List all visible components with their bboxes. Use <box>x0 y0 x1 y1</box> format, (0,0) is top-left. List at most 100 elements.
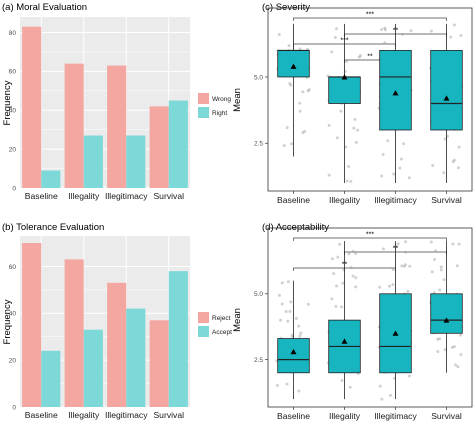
jitter-point <box>285 126 289 130</box>
jitter-point <box>340 379 344 383</box>
jitter-point <box>286 280 290 284</box>
y-tick-label: 60 <box>9 69 17 76</box>
panel-c-boxes <box>277 23 463 184</box>
jitter-point <box>348 385 352 389</box>
jitter-point <box>450 345 454 349</box>
jitter-point <box>439 265 443 269</box>
jitter-point <box>339 109 343 113</box>
jitter-point <box>301 131 305 135</box>
significance-bracket-baseline-survival <box>293 17 447 21</box>
bar-reject-illegality <box>64 259 84 407</box>
x-tick-label-illegality: Illegality <box>329 195 361 205</box>
jitter-point <box>400 264 404 268</box>
panel-a-bars <box>22 26 188 188</box>
panel-d-boxes <box>277 241 463 400</box>
bar-wrong-illegality <box>64 63 84 188</box>
y-tick-label: 20 <box>9 146 17 153</box>
jitter-point <box>298 334 302 338</box>
significance-label: *** <box>366 232 374 239</box>
jitter-point <box>429 240 433 244</box>
x-tick-label-survival: Survival <box>431 195 462 205</box>
panel-c-y-ticks: 2.5 5.0 <box>254 74 268 148</box>
x-tick-label-survival: Survival <box>153 191 184 201</box>
jitter-point <box>443 348 447 352</box>
significance-bracket-baseline-survival <box>293 237 447 241</box>
jitter-point <box>280 302 284 306</box>
jitter-point <box>289 300 293 304</box>
x-tick-label-baseline: Baseline <box>277 411 310 421</box>
jitter-point <box>407 374 411 378</box>
jitter-point <box>382 247 386 251</box>
jitter-point <box>284 310 288 314</box>
y-tick-label: 0 <box>12 185 16 192</box>
jitter-point <box>406 289 410 293</box>
jitter-point <box>353 251 357 255</box>
jitter-point <box>400 32 404 36</box>
jitter-point <box>457 242 461 246</box>
jitter-point <box>429 29 433 33</box>
jitter-point <box>459 34 463 38</box>
jitter-point <box>351 249 355 253</box>
jitter-point <box>298 101 302 105</box>
jitter-point <box>285 382 289 386</box>
jitter-point <box>297 324 301 328</box>
mean-marker-survival <box>443 95 450 101</box>
legend-swatch-reject <box>198 312 209 323</box>
y-tick-label: 5.0 <box>254 74 263 81</box>
mean-marker-survival <box>443 317 450 323</box>
panel-a-legend: Wrong Right <box>198 93 231 118</box>
jitter-point <box>380 28 384 32</box>
jitter-point <box>327 173 331 177</box>
bar-accept-illegitimacy <box>126 308 146 407</box>
jitter-point <box>396 242 400 246</box>
panel-d-y-ticks: 2.5 5.0 <box>254 291 268 364</box>
jitter-point <box>290 333 294 337</box>
jitter-point <box>459 353 463 357</box>
x-tick-label-illegitimacy: Illegitimacy <box>374 411 417 421</box>
jitter-point <box>280 281 284 285</box>
jitter-point <box>431 164 435 168</box>
bar-accept-survival <box>168 271 188 407</box>
jitter-point <box>456 166 460 170</box>
jitter-point <box>386 139 390 143</box>
x-tick-label-baseline: Baseline <box>25 410 58 420</box>
jitter-point <box>383 28 387 32</box>
jitter-point <box>378 384 382 388</box>
x-tick-label-baseline: Baseline <box>25 191 58 201</box>
jitter-point <box>436 349 440 353</box>
jitter-point <box>345 59 349 63</box>
jitter-point <box>380 397 384 401</box>
y-tick-label: 0 <box>12 404 16 411</box>
panel-a-y-ticks: 0 20 40 60 80 <box>9 30 17 192</box>
y-tick-label: 20 <box>9 357 17 364</box>
jitter-point <box>443 137 447 141</box>
jitter-point <box>430 270 434 274</box>
box-survival <box>430 50 463 131</box>
bar-right-baseline <box>41 170 61 188</box>
panel-a-title: (a) Moral Evaluation <box>2 2 87 13</box>
panel-tolerance-evaluation: (b) Tolerance Evaluation 0 20 40 60 Baselin… <box>2 222 232 420</box>
jitter-point <box>294 317 298 321</box>
significance-label: *** <box>366 12 374 19</box>
jitter-point <box>457 145 461 149</box>
box-baseline <box>277 50 310 78</box>
jitter-point <box>288 309 292 313</box>
jitter-point <box>354 285 358 289</box>
panel-b-bars <box>22 243 188 407</box>
jitter-point <box>347 164 351 168</box>
panel-b-x-ticks: Baseline Illegality Illegitimacy Survival <box>25 410 184 420</box>
box-survival <box>430 293 463 334</box>
jitter-point <box>333 35 337 39</box>
jitter-point <box>279 318 283 322</box>
jitter-point <box>298 47 302 51</box>
jitter-point <box>330 297 334 301</box>
x-tick-label-illegitimacy: Illegitimacy <box>374 195 417 205</box>
jitter-point <box>344 145 348 149</box>
panel-d-title: (d) Acceptability <box>262 222 329 233</box>
bar-right-survival <box>168 100 188 188</box>
legend-label-accept: Accept <box>212 329 232 336</box>
box-illegality <box>328 76 361 104</box>
bar-accept-illegality <box>83 329 103 407</box>
jitter-point <box>433 258 437 262</box>
jitter-point <box>455 264 459 268</box>
